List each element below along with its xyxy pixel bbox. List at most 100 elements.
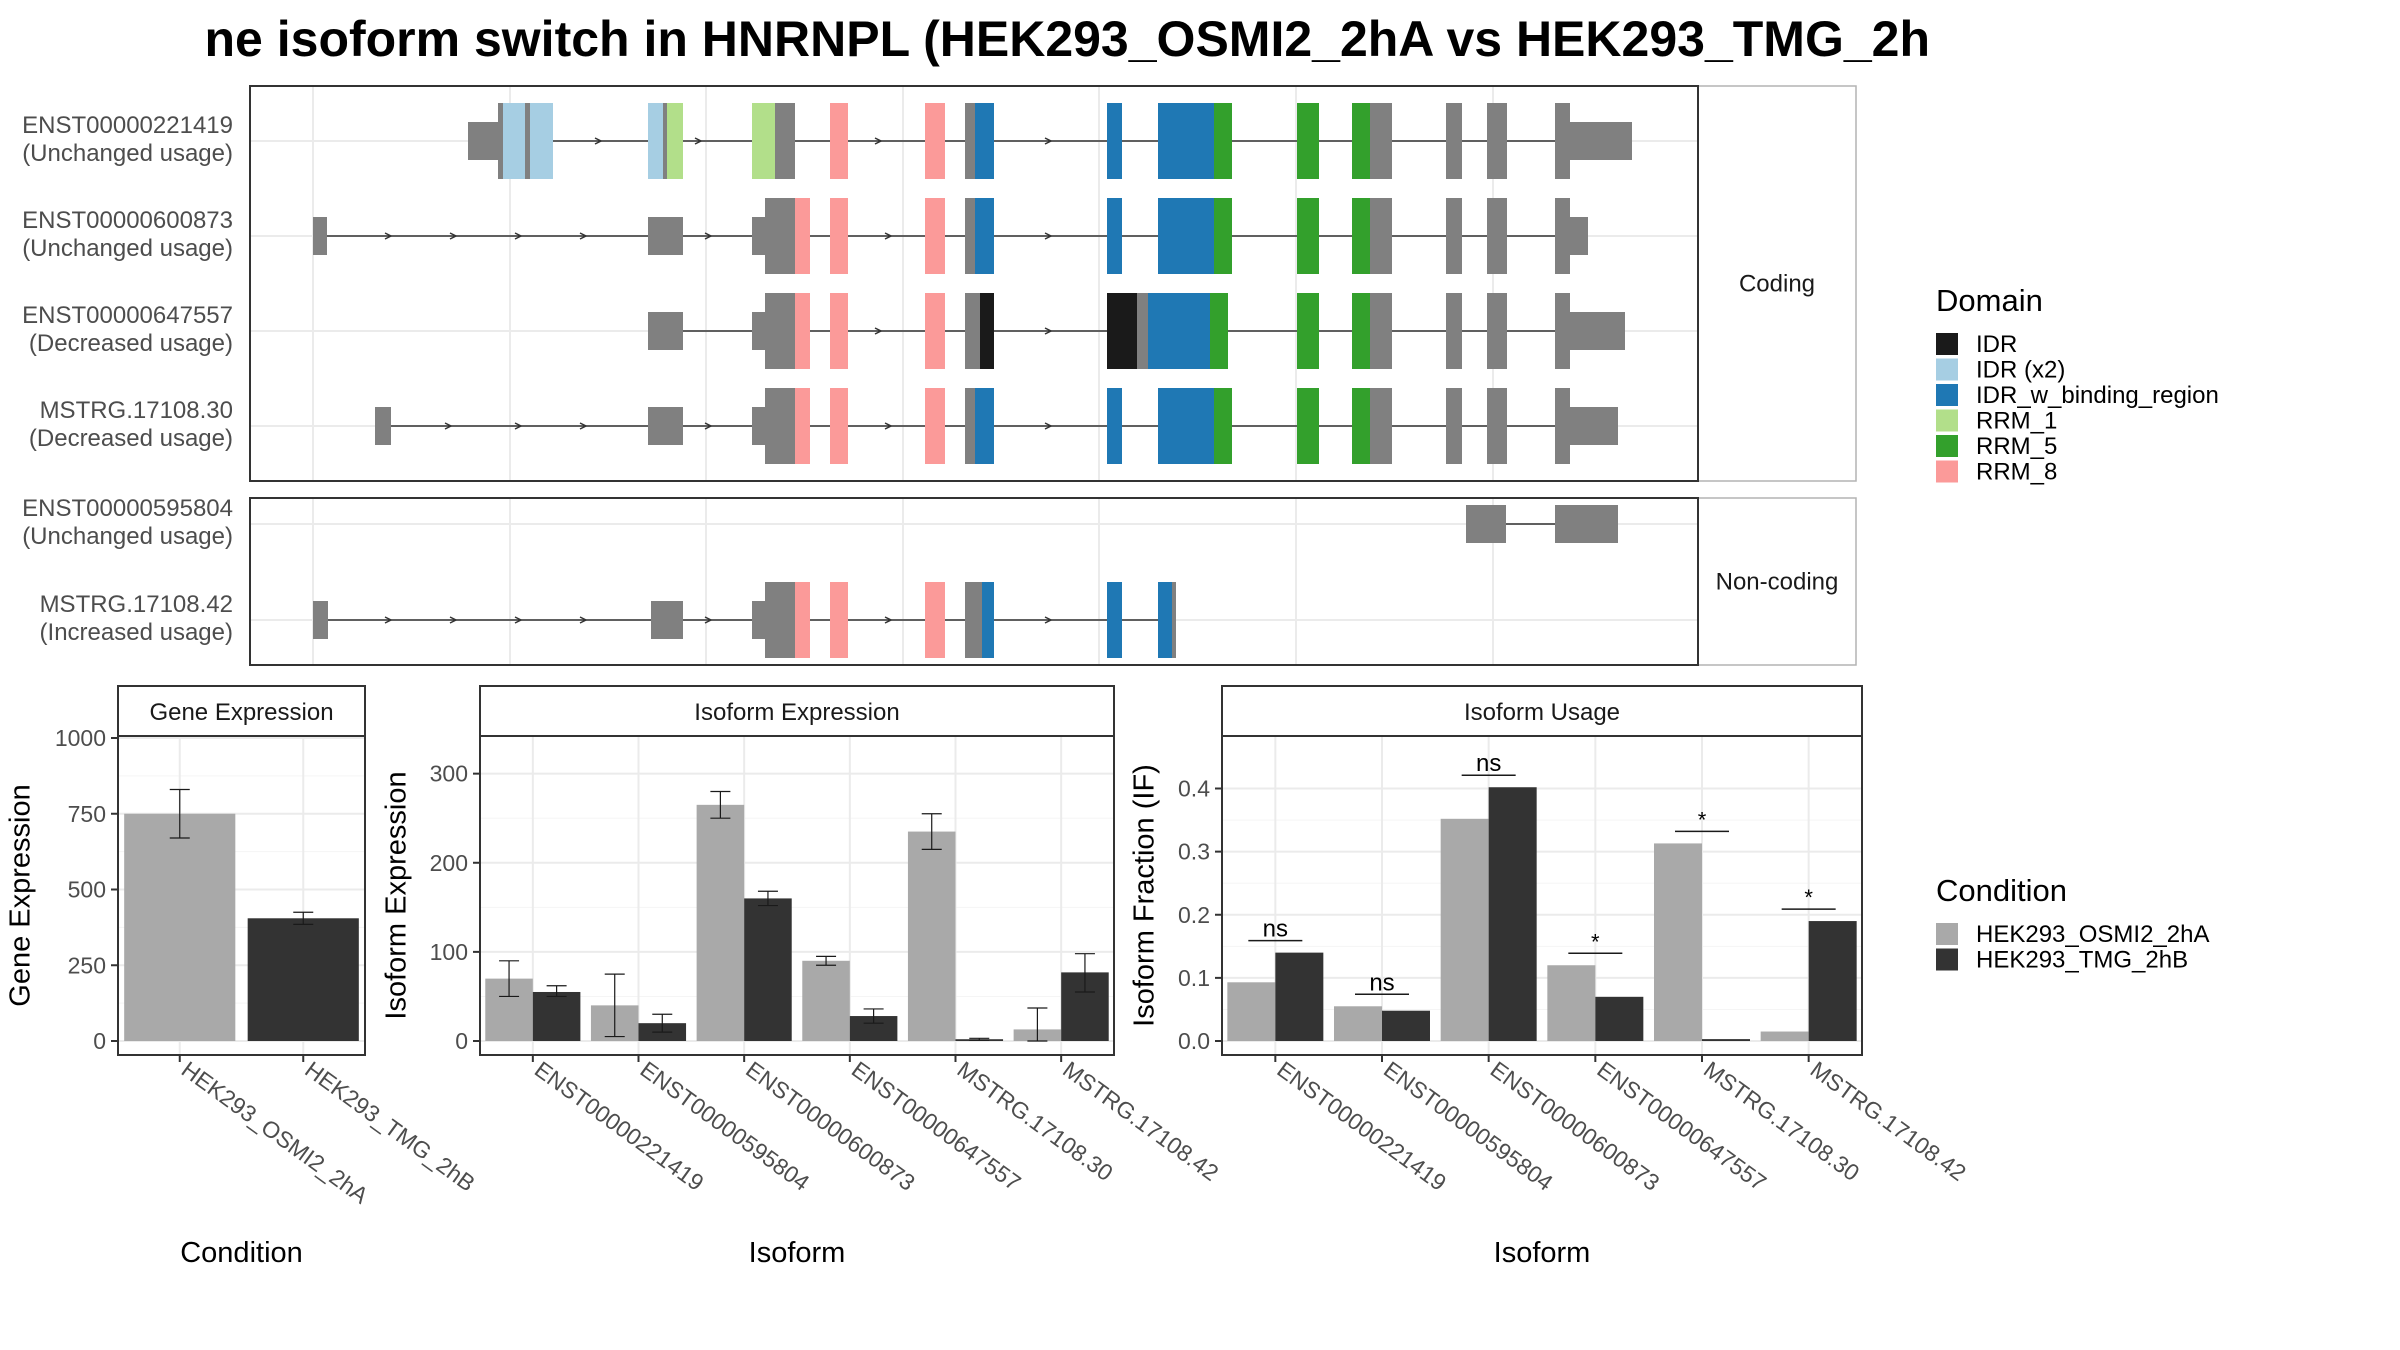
exon-block [1297, 293, 1319, 369]
bar [247, 918, 359, 1041]
exon-block [1570, 407, 1618, 445]
exon-block [648, 103, 663, 179]
exon-block [925, 582, 945, 658]
structure-panel-border [249, 497, 1699, 666]
intron-arrow [594, 137, 603, 145]
legend-label: HEK293_OSMI2_2hA [1976, 921, 2209, 948]
exon-block [1487, 388, 1507, 464]
exon-block [1210, 293, 1228, 369]
exon-block [651, 601, 683, 639]
exon-block [965, 103, 975, 179]
exon-block [1107, 103, 1122, 179]
facet-strip [479, 685, 1115, 737]
exon-block [795, 198, 810, 274]
exon-block [1352, 388, 1370, 464]
y-tick-label: 0 [93, 1028, 106, 1054]
legend-key [1936, 923, 1958, 945]
significance-label: ns [1476, 750, 1501, 777]
y-tick-label: 0 [455, 1028, 468, 1054]
legend-key [1936, 948, 1958, 971]
exon-block [752, 407, 765, 445]
y-tick-label: 300 [430, 761, 468, 787]
exon-block [1107, 198, 1122, 274]
exon-block [830, 198, 848, 274]
y-tick-label: 1000 [55, 725, 106, 751]
exon-block [1446, 198, 1462, 274]
exon-block [752, 312, 765, 350]
plot-bg [480, 736, 1114, 1055]
structure-panel-border [249, 85, 1699, 482]
significance-label: * [1591, 929, 1600, 954]
intron-arrow [874, 137, 883, 145]
bar [1227, 982, 1276, 1041]
exon-block [1107, 293, 1137, 369]
exon-block [648, 407, 683, 445]
y-tick-label: 250 [68, 952, 106, 978]
exon-block [1107, 388, 1122, 464]
exon-block [830, 293, 848, 369]
bar [1440, 818, 1489, 1041]
exon-block [1297, 103, 1319, 179]
exon-block [765, 198, 795, 274]
bar [907, 831, 956, 1041]
significance-label: ns [1369, 969, 1394, 996]
significance-label: * [1804, 885, 1813, 910]
significance-label: ns [1263, 916, 1288, 943]
exon-block [375, 407, 391, 445]
exon-block [752, 103, 775, 179]
exon-block [975, 103, 994, 179]
exon-block [1158, 103, 1214, 179]
exon-block [752, 601, 765, 639]
y-tick-label: 200 [430, 850, 468, 876]
x-tick-label: ENST00000600873 [741, 1056, 920, 1196]
exon-block [830, 388, 848, 464]
plot-border [1221, 735, 1863, 1056]
chart-title: Isoform Expression [694, 699, 899, 726]
exon-block [1352, 103, 1370, 179]
exon-block [1352, 198, 1370, 274]
exon-block [765, 293, 795, 369]
bar [1382, 1010, 1430, 1041]
legend-key [1936, 358, 1958, 381]
exon-block [313, 217, 327, 255]
bar [744, 898, 792, 1041]
plot-border [117, 735, 366, 1056]
bar [1595, 996, 1644, 1041]
intron-arrow [1044, 232, 1053, 240]
x-axis-title: Isoform [1494, 1237, 1591, 1269]
bar-charts: Gene Expression02505007501000HEK293_OSMI… [5, 685, 1971, 1269]
isoform-usage-label: (Unchanged usage) [22, 523, 233, 550]
exon-block [830, 103, 848, 179]
exon-block [468, 122, 498, 160]
facet-strip-label: Non-coding [1716, 569, 1839, 596]
exon-block [1297, 198, 1319, 274]
y-tick-label: 0.2 [1178, 902, 1210, 928]
legend-key [1936, 409, 1958, 432]
intron-arrow [579, 616, 588, 624]
intron-arrow [694, 137, 703, 145]
exon-block [925, 388, 945, 464]
intron-arrow [704, 422, 713, 430]
exon-block [1297, 388, 1319, 464]
exon-block [1446, 103, 1462, 179]
isoform-usage-label: (Decreased usage) [29, 330, 233, 357]
legend-label: HEK293_TMG_2hB [1976, 947, 2188, 974]
bar [532, 991, 581, 1041]
bar [1702, 1039, 1750, 1041]
bar [696, 804, 745, 1041]
exon-block [503, 103, 525, 179]
facet-strip [1221, 685, 1863, 737]
intron-arrow [514, 232, 523, 240]
exon-block [975, 198, 994, 274]
exon-block [1370, 388, 1392, 464]
exon-block [752, 217, 765, 255]
chart-title: Gene Expression [149, 699, 333, 726]
exon-block [1370, 293, 1392, 369]
intron-arrow [579, 422, 588, 430]
exon-block [965, 582, 982, 658]
exon-block [525, 103, 530, 179]
exon-block [1555, 103, 1570, 179]
isoform-usage-label: (Decreased usage) [29, 425, 233, 452]
